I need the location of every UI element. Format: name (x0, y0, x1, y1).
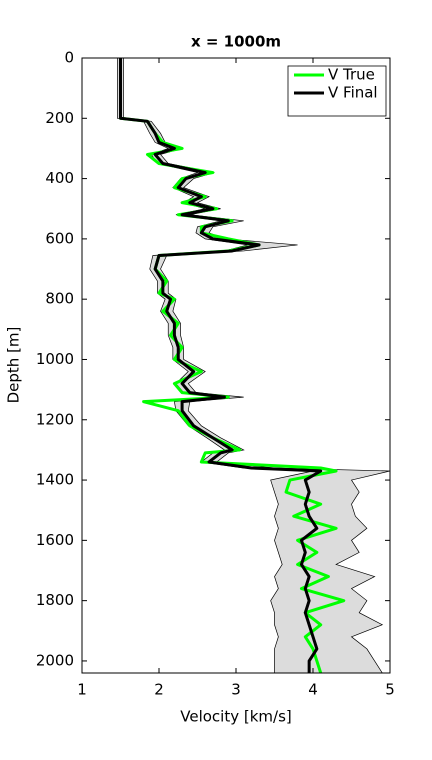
x-axis-label: Velocity [km/s] (180, 708, 291, 726)
x-tick-label: 4 (308, 681, 318, 699)
y-tick-label: 1800 (36, 591, 74, 609)
chart-title: x = 1000m (191, 33, 281, 51)
x-tick-label: 3 (231, 681, 241, 699)
legend-label: V True (328, 66, 375, 84)
y-tick-label: 200 (45, 109, 74, 127)
y-tick-label: 1400 (36, 471, 74, 489)
band-edge (123, 58, 390, 673)
y-axis-label: Depth [m] (5, 327, 23, 404)
y-tick-label: 2000 (36, 651, 74, 669)
uncertainty-band (117, 58, 390, 673)
y-tick-label: 1600 (36, 531, 74, 549)
line-series (119, 58, 323, 673)
x-tick-label: 2 (154, 681, 164, 699)
y-tick-label: 1000 (36, 350, 74, 368)
y-tick-label: 800 (45, 290, 74, 308)
y-tick-label: 600 (45, 229, 74, 247)
plot-area (117, 58, 390, 673)
x-tick-label: 1 (77, 681, 87, 699)
y-tick-label: 0 (64, 49, 74, 67)
legend-label: V Final (328, 84, 378, 102)
y-tick-label: 400 (45, 169, 74, 187)
x-tick-label: 5 (385, 681, 395, 699)
y-tick-label: 1200 (36, 410, 74, 428)
